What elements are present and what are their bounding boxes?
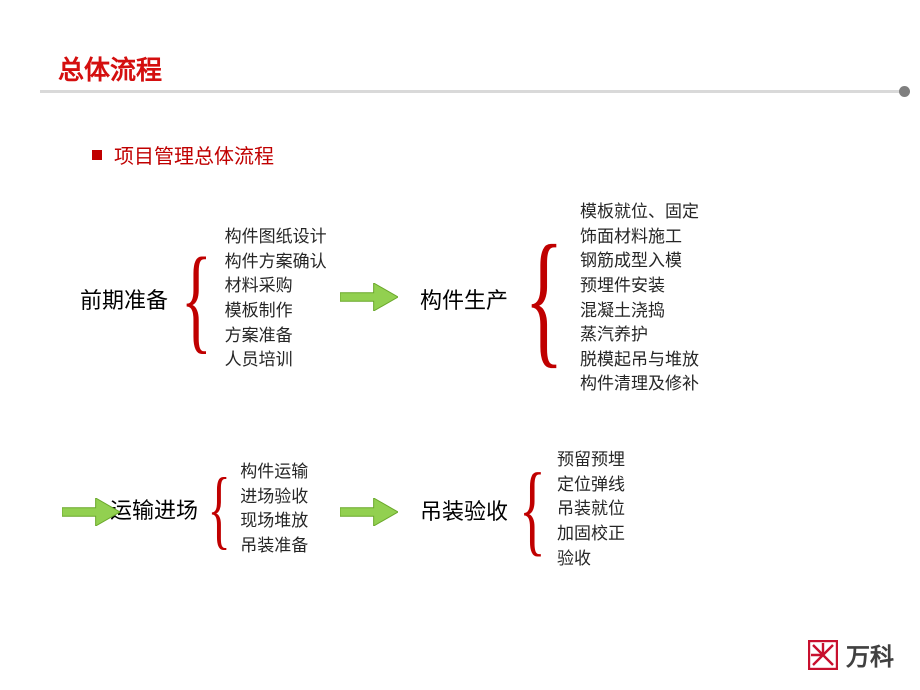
- page-title: 总体流程: [58, 50, 162, 87]
- stage-item: 人员培训: [225, 348, 327, 373]
- arrow-icon: [340, 498, 398, 526]
- header-dot: [899, 86, 910, 97]
- stage-item: 混凝土浇捣: [580, 299, 699, 324]
- stage-item: 预留预埋: [557, 448, 625, 473]
- flow-stage: 构件生产{模板就位、固定饰面材料施工钢筋成型入模预埋件安装混凝土浇捣蒸汽养护脱模…: [420, 200, 699, 397]
- brace-icon: {: [524, 231, 564, 366]
- stage-item: 方案准备: [225, 324, 327, 349]
- stage-title: 运输进场: [110, 493, 198, 525]
- brace-icon: {: [208, 470, 231, 549]
- flow-stage: 运输进场{构件运输进场验收现场堆放吊装准备: [110, 460, 308, 559]
- stage-item: 构件方案确认: [225, 250, 327, 275]
- stage-items: 预留预埋定位弹线吊装就位加固校正验收: [557, 448, 625, 571]
- stage-items: 模板就位、固定饰面材料施工钢筋成型入模预埋件安装混凝土浇捣蒸汽养护脱模起吊与堆放…: [580, 200, 699, 397]
- stage-item: 饰面材料施工: [580, 225, 699, 250]
- flow-stage: 前期准备{构件图纸设计构件方案确认材料采购模板制作方案准备人员培训: [80, 225, 327, 373]
- stage-item: 验收: [557, 547, 625, 572]
- logo-mark-icon: [808, 640, 838, 670]
- bullet-icon: [92, 150, 102, 160]
- flow-stage: 吊装验收{预留预埋定位弹线吊装就位加固校正验收: [420, 448, 625, 571]
- stage-item: 吊装就位: [557, 497, 625, 522]
- stage-item: 加固校正: [557, 522, 625, 547]
- stage-item: 材料采购: [225, 274, 327, 299]
- subtitle-row: 项目管理总体流程: [92, 140, 274, 169]
- stage-item: 模板就位、固定: [580, 200, 699, 225]
- subtitle-text: 项目管理总体流程: [114, 140, 274, 169]
- stage-item: 构件清理及修补: [580, 372, 699, 397]
- stage-item: 预埋件安装: [580, 274, 699, 299]
- brace-icon: {: [181, 246, 212, 352]
- header-divider: [40, 90, 902, 93]
- arrow-icon: [340, 283, 398, 311]
- stage-title: 吊装验收: [420, 494, 508, 526]
- stage-title: 构件生产: [420, 283, 508, 315]
- stage-item: 现场堆放: [240, 509, 308, 534]
- stage-item: 定位弹线: [557, 473, 625, 498]
- arrow-icon: [62, 498, 120, 526]
- stage-items: 构件运输进场验收现场堆放吊装准备: [240, 460, 308, 559]
- stage-item: 吊装准备: [240, 534, 308, 559]
- stage-item: 构件运输: [240, 460, 308, 485]
- brace-icon: {: [519, 464, 546, 556]
- logo-text: 万科: [846, 637, 894, 672]
- stage-title: 前期准备: [80, 283, 168, 315]
- stage-item: 钢筋成型入模: [580, 249, 699, 274]
- stage-item: 脱模起吊与堆放: [580, 348, 699, 373]
- brand-logo: 万科: [808, 637, 894, 672]
- stage-item: 进场验收: [240, 485, 308, 510]
- stage-item: 构件图纸设计: [225, 225, 327, 250]
- stage-item: 蒸汽养护: [580, 323, 699, 348]
- stage-item: 模板制作: [225, 299, 327, 324]
- stage-items: 构件图纸设计构件方案确认材料采购模板制作方案准备人员培训: [225, 225, 327, 373]
